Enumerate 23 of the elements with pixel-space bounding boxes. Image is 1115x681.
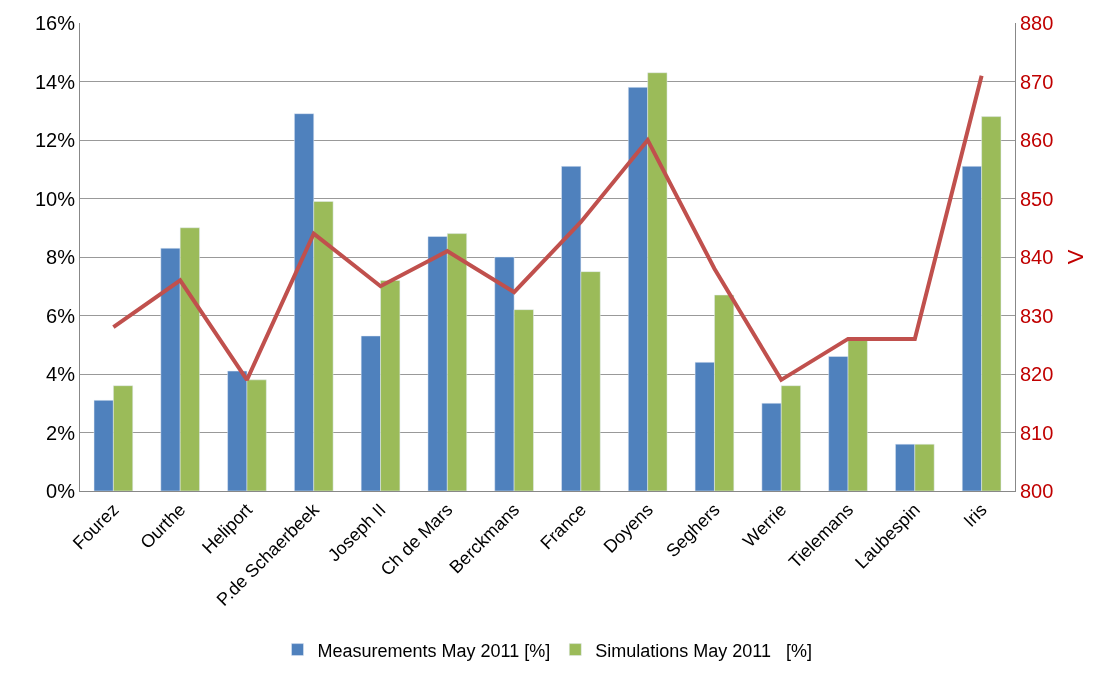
- y2-tick-label: 830: [1020, 304, 1054, 327]
- y2-tick-label: 800: [1020, 480, 1054, 502]
- y-tick-label: 4%: [46, 363, 76, 385]
- y2-tick-label: 810: [1020, 421, 1054, 444]
- y-tick-label: 12%: [34, 129, 76, 151]
- y2-tick-label: 880: [1020, 12, 1054, 34]
- y2-tick-label: 820: [1020, 363, 1054, 385]
- line-series: [111, 73, 984, 382]
- y2-tick-label: 860: [1020, 129, 1054, 151]
- y2-tick-label: 870: [1020, 70, 1054, 93]
- y-tick-label: 14%: [34, 70, 76, 93]
- y-tick-label: 0%: [46, 480, 76, 502]
- y2-axis-title: V: [1063, 249, 1089, 265]
- legend-label: Simulations May 2011 [%]: [595, 640, 813, 661]
- y-tick-label: 2%: [46, 421, 76, 444]
- y-tick-label: 8%: [46, 246, 76, 268]
- y-tick-label: 10%: [34, 187, 76, 210]
- legend-label: Measurements May 2011 [%]: [317, 640, 551, 661]
- y2-tick-label: 850: [1020, 187, 1054, 210]
- y2-tick-label: 840: [1020, 246, 1054, 268]
- x-tick-label: Iris: [959, 499, 991, 531]
- y-tick-label: 6%: [46, 304, 76, 327]
- y-tick-label: 16%: [34, 12, 76, 34]
